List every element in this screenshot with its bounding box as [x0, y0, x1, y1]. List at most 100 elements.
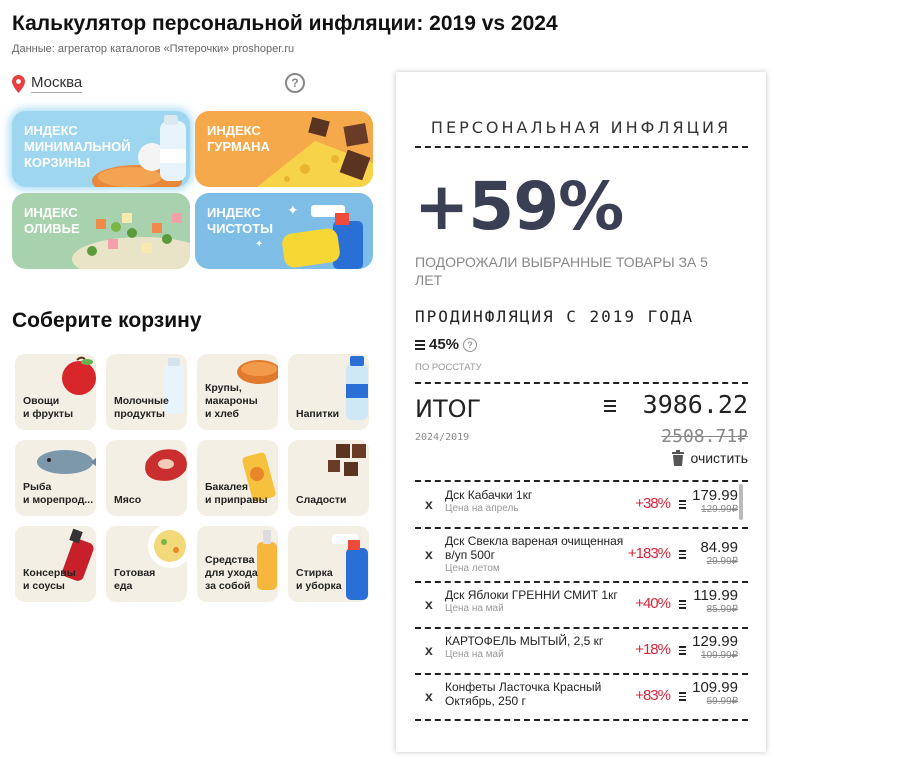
category-ready-food[interactable]: Готовая еда	[106, 526, 187, 602]
water-bottle-icon	[346, 356, 368, 420]
remove-item-button[interactable]: x	[425, 496, 433, 512]
category-label: Рыба и морепрод...	[23, 481, 94, 506]
item-old-price: 109.99₽	[701, 650, 738, 661]
category-laundry-cleaning[interactable]: Стирка и уборка	[288, 526, 369, 602]
total-new: 3986.22	[642, 390, 748, 419]
receipt-panel: ПЕРСОНАЛЬНАЯ ИНФЛЯЦИЯ +59% ПОДОРОЖАЛИ ВЫ…	[396, 72, 766, 752]
category-label: Стирка и уборка	[296, 567, 342, 592]
equiv-icon	[604, 400, 616, 415]
category-vegetables-fruits[interactable]: Овощи и фрукты	[15, 354, 96, 430]
category-personal-care[interactable]: Средства для ухода за собой	[197, 526, 278, 602]
spray-bottle-icon	[332, 534, 368, 600]
item-price: 129.99 109.99₽	[692, 633, 738, 661]
fish-icon	[37, 450, 96, 474]
item-name: Конфеты Ласточка Красный Октябрь, 250 г	[445, 680, 602, 708]
clear-label: очистить	[690, 450, 748, 466]
salad-illustration-icon	[72, 213, 190, 269]
remove-item-button[interactable]: x	[425, 596, 433, 612]
item-note: Цена на апрель	[445, 503, 519, 514]
index-label: ИНДЕКС МИНИМАЛЬНОЙ КОРЗИНЫ	[24, 123, 131, 170]
category-label: Крупы, макароны и хлеб	[205, 382, 258, 420]
category-label: Овощи и фрукты	[23, 395, 74, 420]
equiv-icon	[415, 339, 425, 350]
item-old-price: 129.99₽	[701, 504, 738, 515]
lotion-bottle-icon	[257, 530, 277, 590]
cheese-chocolate-icon	[257, 116, 373, 187]
list-item: x Конфеты Ласточка Красный Октябрь, 250 …	[415, 675, 748, 721]
item-price: 109.99 59.99₽	[692, 679, 738, 707]
cleaning-illustration-icon: ✦ ✦	[255, 203, 363, 269]
item-change: +18%	[635, 641, 671, 658]
item-name: Дск Яблоки ГРЕННИ СМИТ 1кг Цена на май	[445, 588, 630, 616]
groceries-illustration-icon	[92, 115, 186, 187]
apple-icon	[62, 356, 96, 395]
equiv-icon	[679, 550, 686, 561]
total-old: 2508.71₽	[661, 426, 748, 447]
item-change: +38%	[635, 495, 671, 512]
item-note: Цена на май	[445, 603, 504, 614]
oil-bottle-icon	[242, 452, 276, 502]
equiv-icon	[679, 646, 686, 657]
category-canned-sauces[interactable]: Консервы и соусы	[15, 526, 96, 602]
item-change: +183%	[627, 545, 671, 562]
remove-item-button[interactable]: x	[425, 546, 433, 562]
category-label: Готовая еда	[114, 567, 156, 592]
list-item: x Дск Свекла вареная очищенная в/уп 500г…	[415, 529, 748, 583]
receipt-heading: ПЕРСОНАЛЬНАЯ ИНФЛЯЦИЯ	[430, 118, 732, 137]
index-olivier[interactable]: ИНДЕКС ОЛИВЬЕ	[12, 193, 190, 269]
official-inflation-title: ПРОДИНФЛЯЦИЯ С 2019 ГОДА	[415, 307, 695, 326]
index-label: ИНДЕКС ГУРМАНА	[207, 123, 270, 154]
help-icon[interactable]: ?	[285, 73, 305, 93]
inflation-description: ПОДОРОЖАЛИ ВЫБРАННЫЕ ТОВАРЫ ЗА 5 ЛЕТ	[415, 254, 708, 288]
category-label: Консервы и соусы	[23, 567, 76, 592]
city-label[interactable]: Москва	[31, 74, 83, 93]
equiv-icon	[679, 600, 686, 611]
svg-text:✦: ✦	[255, 239, 263, 250]
official-inflation-number: 45%	[429, 336, 460, 353]
chocolate-icon	[328, 444, 366, 476]
category-label: Напитки	[296, 408, 340, 420]
category-drinks[interactable]: Напитки	[288, 354, 369, 430]
city-selector[interactable]: Москва	[12, 74, 83, 93]
divider	[415, 382, 748, 384]
category-grocery-spices[interactable]: Бакалея и приправы	[197, 440, 278, 516]
items-scrollbar[interactable]	[739, 484, 743, 520]
item-old-price: 59.99₽	[706, 696, 738, 707]
official-inflation-source: ПО РОССТАТУ	[415, 362, 482, 373]
index-cleanliness[interactable]: ИНДЕКС ЧИСТОТЫ ✦ ✦	[195, 193, 373, 269]
remove-item-button[interactable]: x	[425, 642, 433, 658]
divider	[415, 480, 748, 482]
category-cereals-bread[interactable]: Крупы, макароны и хлеб	[197, 354, 278, 430]
ketchup-bottle-icon	[62, 528, 94, 581]
help-icon[interactable]: ?	[463, 337, 478, 352]
page-title: Калькулятор персональной инфляции: 2019 …	[12, 12, 558, 35]
item-price: 179.99 129.99₽	[692, 487, 738, 515]
item-name: Дск Кабачки 1кг Цена на апрель	[445, 488, 630, 516]
category-meat[interactable]: Мясо	[106, 440, 187, 516]
list-item: x КАРТОФЕЛЬ МЫТЫЙ, 2,5 кг Цена на май +18…	[415, 629, 748, 675]
category-sweets[interactable]: Сладости	[288, 440, 369, 516]
bread-icon	[237, 360, 278, 384]
category-label: Бакалея и приправы	[205, 481, 268, 506]
total-label: ИТОГ	[415, 395, 482, 423]
item-change: +40%	[635, 595, 671, 612]
total-period: 2024/2019	[415, 432, 470, 443]
list-item: x Дск Яблоки ГРЕННИ СМИТ 1кг Цена на май …	[415, 583, 748, 629]
item-price: 119.99 85.99₽	[693, 587, 738, 615]
index-minimal-basket[interactable]: ИНДЕКС МИНИМАЛЬНОЙ КОРЗИНЫ	[12, 111, 190, 187]
category-dairy[interactable]: Молочные продукты	[106, 354, 187, 430]
milk-bottle-icon	[164, 358, 184, 414]
clear-button[interactable]: очистить	[671, 450, 748, 466]
data-source: Данные: агрегатор каталогов «Пятерочки» …	[12, 43, 295, 55]
category-fish[interactable]: Рыба и морепрод...	[15, 440, 96, 516]
item-name: КАРТОФЕЛЬ МЫТЫЙ, 2,5 кг Цена на май	[445, 634, 630, 662]
index-label: ИНДЕКС ЧИСТОТЫ	[207, 205, 273, 236]
location-pin-icon	[12, 74, 25, 93]
remove-item-button[interactable]: x	[425, 688, 433, 704]
svg-text:✦: ✦	[287, 203, 299, 219]
item-name: Дск Свекла вареная очищенная в/уп 500г Це…	[445, 534, 630, 576]
index-gourmet[interactable]: ИНДЕКС ГУРМАНА	[195, 111, 373, 187]
category-label: Мясо	[114, 494, 142, 506]
equiv-icon	[679, 692, 686, 703]
item-note: Цена летом	[445, 563, 500, 574]
